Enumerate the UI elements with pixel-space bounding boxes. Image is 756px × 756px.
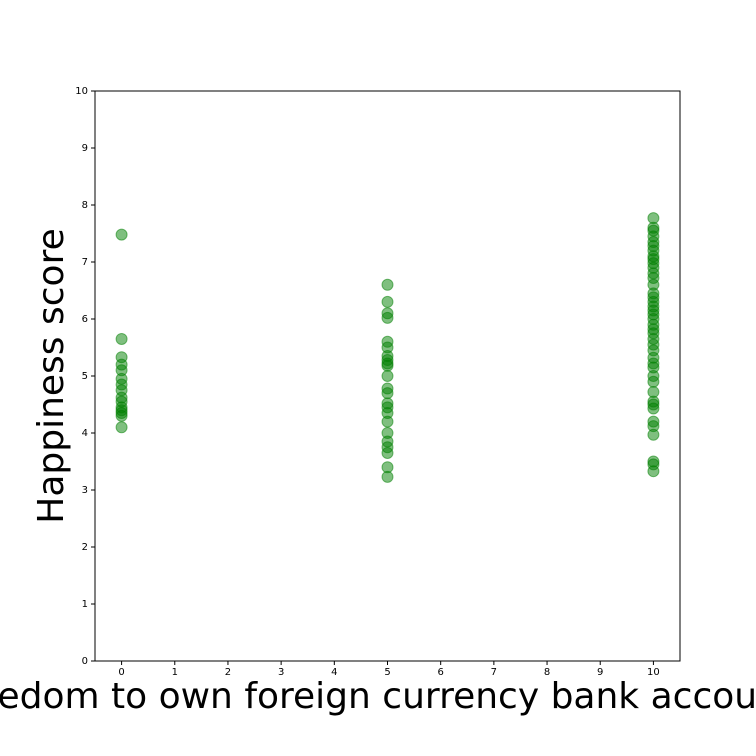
x-tick-label: 5 bbox=[384, 667, 390, 678]
y-tick-label: 8 bbox=[82, 200, 88, 211]
y-tick-label: 5 bbox=[82, 371, 88, 382]
point bbox=[647, 428, 660, 441]
y-axis-label: Happiness score bbox=[31, 228, 72, 524]
y-tick-label: 4 bbox=[82, 428, 88, 439]
x-tick-label: 0 bbox=[118, 667, 124, 678]
point bbox=[381, 387, 394, 400]
y-tick-label: 10 bbox=[75, 86, 88, 97]
y-tick-label: 7 bbox=[82, 257, 88, 268]
point bbox=[647, 402, 660, 415]
x-tick-label: 6 bbox=[437, 667, 443, 678]
point bbox=[115, 409, 128, 422]
y-tick-label: 3 bbox=[82, 485, 88, 496]
y-tick-label: 2 bbox=[82, 542, 88, 553]
point bbox=[381, 278, 394, 291]
y-tick-label: 9 bbox=[82, 143, 88, 154]
x-tick-label: 10 bbox=[647, 667, 660, 678]
point bbox=[381, 415, 394, 428]
point bbox=[115, 228, 128, 241]
point bbox=[647, 375, 660, 388]
point bbox=[381, 359, 394, 372]
point bbox=[115, 332, 128, 345]
x-tick-label: 1 bbox=[172, 667, 178, 678]
y-tick-label: 6 bbox=[82, 314, 88, 325]
x-tick-label: 2 bbox=[225, 667, 231, 678]
point bbox=[647, 465, 660, 478]
y-tick-label: 1 bbox=[82, 599, 88, 610]
x-axis-label: Freedom to own foreign currency bank acc… bbox=[0, 676, 756, 717]
point bbox=[381, 446, 394, 459]
y-tick-label: 0 bbox=[82, 656, 88, 667]
x-tick-label: 8 bbox=[544, 667, 550, 678]
point bbox=[381, 470, 394, 483]
point bbox=[381, 311, 394, 324]
x-tick-label: 3 bbox=[278, 667, 284, 678]
point bbox=[115, 421, 128, 434]
x-tick-label: 4 bbox=[331, 667, 337, 678]
x-tick-label: 9 bbox=[597, 667, 603, 678]
point bbox=[381, 370, 394, 382]
point bbox=[381, 295, 394, 308]
x-tick-label: 7 bbox=[491, 667, 497, 678]
